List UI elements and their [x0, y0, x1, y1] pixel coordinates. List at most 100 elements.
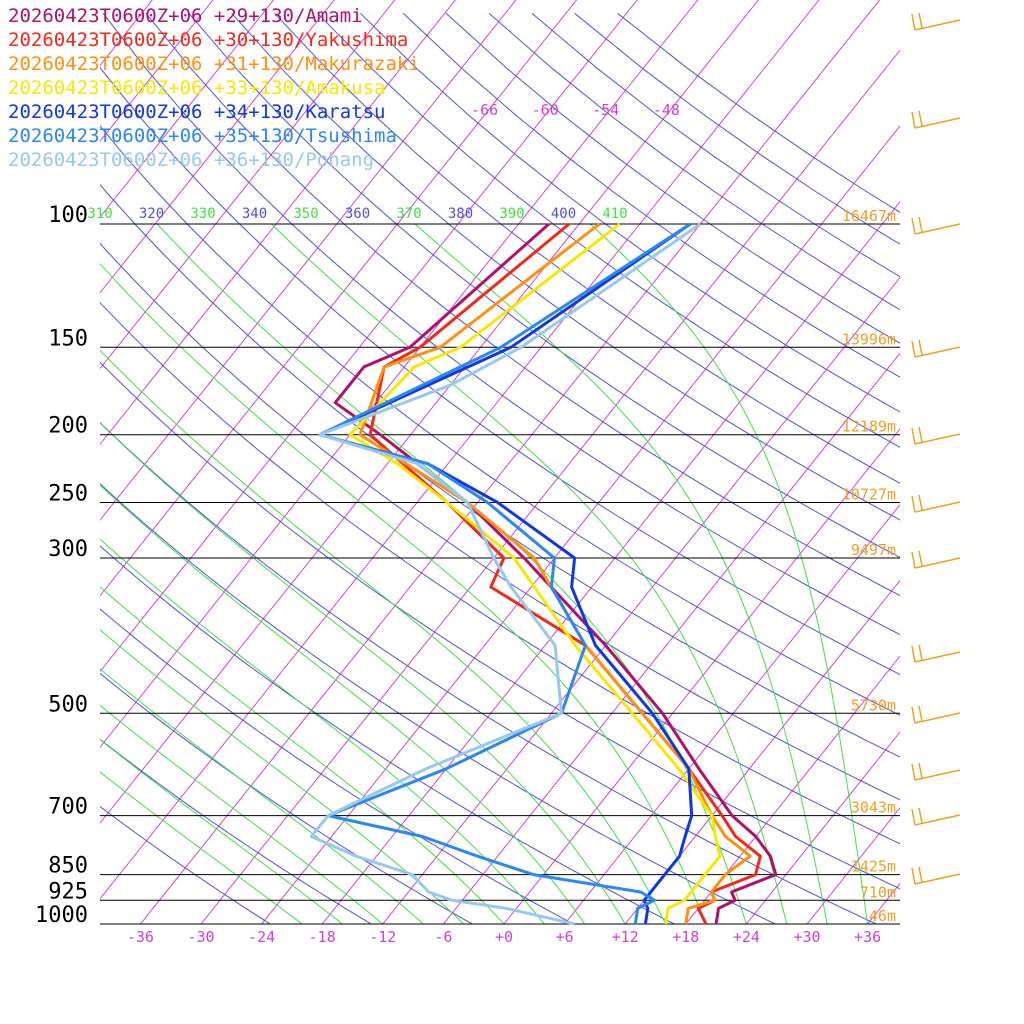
pressure-label: 925: [48, 879, 88, 904]
moist-adiabat-line: [589, 223, 869, 924]
pressure-label: 300: [48, 537, 88, 562]
x-tick-label: +0: [495, 928, 513, 946]
x-tick-label: +6: [556, 928, 574, 946]
x-tick-label: +12: [612, 928, 639, 946]
sounding-line: [318, 222, 694, 925]
wind-barb: [911, 110, 961, 129]
dry-adiabat-line: [100, 805, 271, 924]
isotherm-line: [100, 0, 335, 294]
isotherm-line: [100, 0, 820, 900]
isotherm-line: [382, 276, 900, 924]
wind-barb: [911, 762, 961, 781]
dry-adiabat-line: [102, 12, 900, 636]
dry-adiabat-line: [100, 125, 900, 716]
pressure-label: 200: [48, 414, 88, 439]
dry-adiabat-line: [574, 12, 900, 245]
theta-label: 370: [396, 206, 421, 222]
grid-lines: [100, 0, 900, 924]
pressure-label: 100: [48, 203, 88, 228]
dry-adiabat-line: [100, 738, 372, 924]
pressure-label: 700: [48, 795, 88, 820]
pressure-label: 500: [48, 692, 88, 717]
dry-adiabat-line: [317, 12, 900, 448]
dry-adiabat-line: [231, 12, 900, 521]
legend: 20260423T0600Z+06 +29+130/Amami 20260423T…: [8, 4, 420, 172]
moist-adiabat-line: [414, 223, 828, 924]
theta-label: 340: [242, 206, 267, 222]
wind-barb: [911, 216, 961, 235]
x-tick-label: -6: [434, 928, 452, 946]
x-tick-label: -30: [187, 928, 214, 946]
wind-barb: [911, 807, 961, 826]
isotherm-line: [100, 0, 638, 673]
isotherm-line: [746, 731, 900, 924]
height-label: 710m: [860, 883, 896, 901]
theta-label: 380: [448, 206, 473, 222]
isotherm-line: [685, 655, 900, 924]
dry-adiabat-line: [531, 12, 900, 278]
height-label: 13996m: [842, 330, 896, 348]
legend-entry: 20260423T0600Z+06 +30+130/Yakushima: [8, 29, 409, 51]
isotherm-label: -66: [471, 101, 498, 119]
moist-adiabat-line: [100, 349, 667, 924]
legend-entry: 20260423T0600Z+06 +29+130/Amami: [8, 5, 363, 27]
x-tick-label: -36: [127, 928, 154, 946]
legend-entry: 20260423T0600Z+06 +36+130/Pohang: [8, 149, 375, 171]
x-tick-label: +30: [793, 928, 820, 946]
dry-adiabat-line: [100, 483, 776, 924]
isotherm-label: -48: [653, 101, 680, 119]
legend-entry: 20260423T0600Z+06 +35+130/Tsushima: [8, 125, 397, 147]
dry-adiabat-line: [274, 12, 900, 484]
height-label: 46m: [869, 907, 896, 925]
height-label: 10727m: [842, 486, 896, 504]
height-label: 12189m: [842, 418, 896, 436]
isotherm-line: [624, 579, 900, 924]
isotherm-line: [140, 0, 880, 924]
legend-entry: 20260423T0600Z+06 +34+130/Karatsu: [8, 101, 386, 123]
isotherm-line: [100, 0, 517, 521]
dry-adiabat-line: [488, 12, 900, 311]
dry-adiabat-line: [100, 242, 900, 801]
moist-adiabat-line: [156, 223, 747, 924]
isotherm-line: [806, 806, 900, 924]
dry-adiabat-line: [100, 545, 675, 924]
isotherm-line: [261, 125, 900, 924]
height-label: 1425m: [851, 858, 896, 876]
theta-label: 350: [293, 206, 318, 222]
wind-barb: [911, 550, 961, 569]
wind-barb: [911, 705, 961, 724]
wind-barb: [911, 339, 961, 358]
dry-adiabat-line: [145, 12, 900, 597]
theta-label: 390: [499, 206, 524, 222]
wind-barb: [911, 12, 961, 31]
dry-adiabat-line: [100, 608, 574, 924]
moist-adiabat-line: [100, 771, 303, 924]
isotherm-line: [100, 0, 456, 446]
isotherm-label: -54: [592, 101, 619, 119]
pressure-label: 250: [48, 482, 88, 507]
x-tick-label: -24: [248, 928, 275, 946]
pressure-label: 850: [48, 854, 88, 879]
height-label: 16467m: [842, 207, 896, 225]
legend-entry: 20260423T0600Z+06 +31+130/Makurazaki: [8, 53, 420, 75]
height-label: 3043m: [851, 799, 896, 817]
pressure-label: 1000: [35, 903, 88, 928]
wind-barb: [911, 644, 961, 663]
theta-label: 310: [87, 206, 112, 222]
theta-label: 410: [602, 206, 627, 222]
dry-adiabat-line: [100, 361, 900, 890]
isotherm-line: [100, 0, 699, 749]
isotherm-line: [100, 0, 759, 824]
isotherm-line: [503, 428, 900, 924]
height-label: 9497m: [851, 541, 896, 559]
dry-adiabat-line: [100, 672, 473, 924]
x-tick-label: +18: [672, 928, 699, 946]
x-tick-label: +36: [854, 928, 881, 946]
isotherm-line: [100, 0, 396, 370]
isotherm-line: [867, 882, 900, 924]
theta-label: 330: [190, 206, 215, 222]
legend-entry: 20260423T0600Z+06 +33+130/Amakusa: [8, 77, 386, 99]
sounding-line: [318, 222, 692, 925]
